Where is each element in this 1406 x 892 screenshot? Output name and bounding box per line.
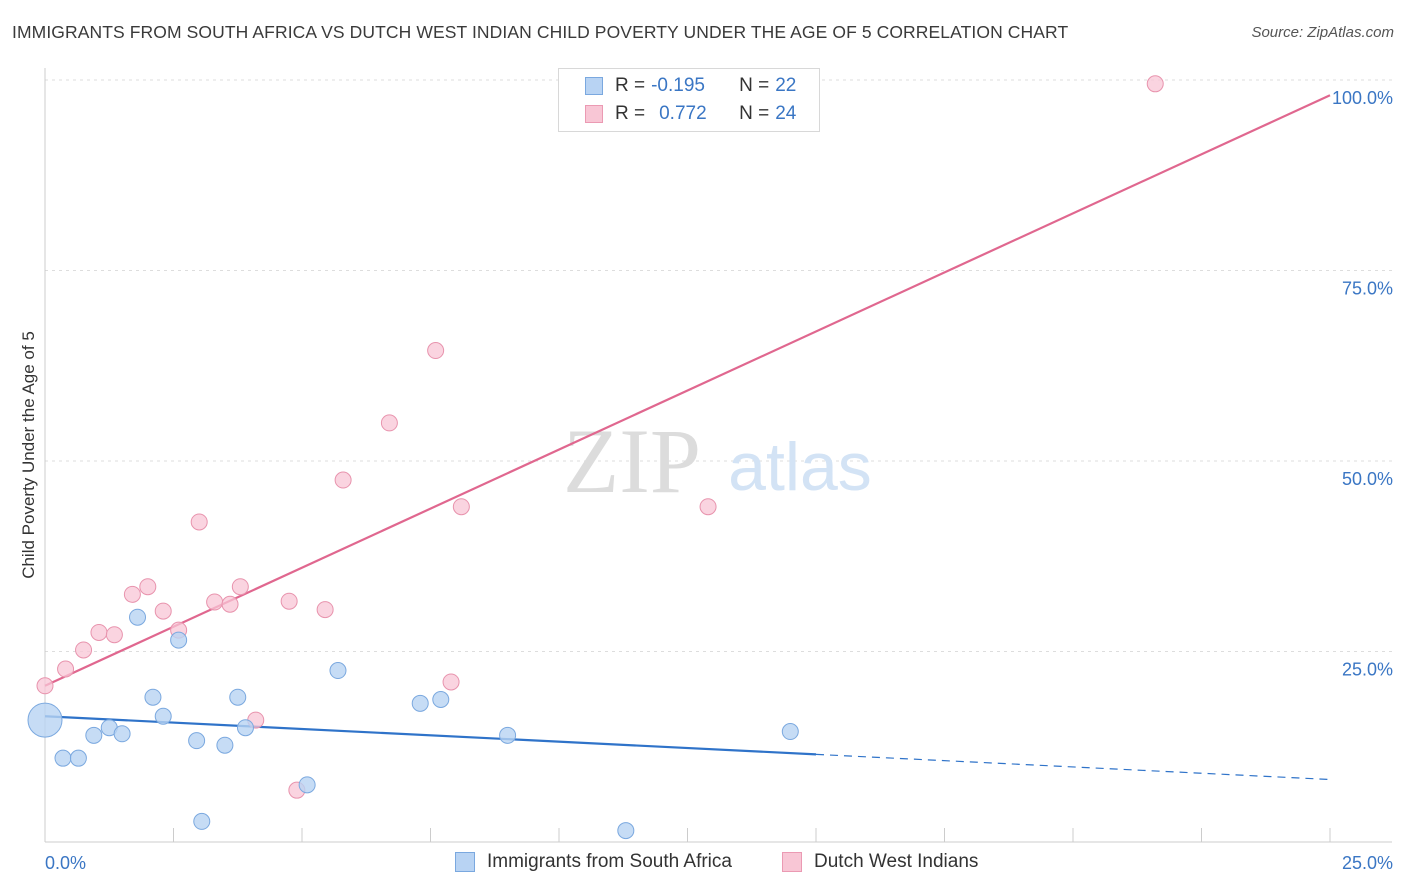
point-dutch-west-indians [139,578,157,596]
point-south-africa [781,723,799,741]
point-south-africa [216,736,234,754]
trend-line-dutch-west-indians [44,94,1331,687]
point-south-africa [229,688,247,706]
point-south-africa [193,812,211,830]
legend: R = -0.195 N = 22 R = 0.772 N = 24 [558,68,820,132]
point-dutch-west-indians [452,498,470,516]
point-dutch-west-indians [1146,75,1164,93]
point-dutch-west-indians [123,585,141,603]
y-tick-label: 75.0% [1342,279,1393,299]
point-south-africa [154,707,172,725]
bottom-legend-south-africa: Immigrants from South Africa [455,851,732,873]
point-south-africa [113,725,131,743]
trend-lines [44,94,1331,781]
trend-line-south-africa-dashed [815,753,1331,781]
bottom-legend-label: Immigrants from South Africa [487,851,732,872]
point-south-africa [144,688,162,706]
legend-row-south-africa: R = -0.195 N = 22 [559,72,796,100]
legend-r-label: R = [615,103,646,124]
point-dutch-west-indians [221,595,239,613]
point-dutch-west-indians [190,513,208,531]
point-south-africa [54,749,72,767]
point-south-africa [170,631,188,649]
y-tick-label: 50.0% [1342,469,1393,489]
point-dutch-west-indians [427,342,445,360]
legend-swatch-pink [585,105,603,123]
legend-r-value: -0.195 [651,75,705,96]
grid-lines [45,79,1392,652]
point-dutch-west-indians [442,673,460,691]
point-south-africa [69,749,87,767]
legend-n-label: N = [739,75,770,96]
point-south-africa [329,662,347,680]
legend-r-label: R = [615,75,646,96]
point-south-africa [188,732,206,750]
legend-n-value: 22 [775,75,797,96]
point-south-africa [617,822,635,840]
point-south-africa [236,719,254,737]
bottom-legend-dutch-west-indians: Dutch West Indians [782,851,978,873]
point-dutch-west-indians [280,592,298,610]
bottom-legend-label: Dutch West Indians [814,851,979,872]
x-tick-label: 25.0% [1342,853,1393,873]
point-south-africa [298,776,316,794]
point-south-africa [129,608,147,626]
point-dutch-west-indians [380,414,398,432]
point-dutch-west-indians [699,498,717,516]
bottom-legend-swatch-blue [455,852,475,872]
point-dutch-west-indians [154,602,172,620]
point-dutch-west-indians [90,623,108,641]
y-axis-label: Child Poverty Under the Age of 5 [19,331,38,579]
trend-line-south-africa [44,715,817,756]
point-dutch-west-indians [36,677,54,695]
source-label: Source: ZipAtlas.com [1251,24,1394,41]
legend-n-label: N = [739,103,770,124]
legend-row-dutch-west-indians: R = 0.772 N = 24 [559,100,796,128]
point-south-africa [499,726,517,744]
chart-title: IMMIGRANTS FROM SOUTH AFRICA VS DUTCH WE… [12,22,1069,42]
watermark-atlas: atlas [728,429,872,505]
y-tick-label: 100.0% [1332,88,1393,108]
point-south-africa [27,702,63,738]
legend-n-value: 24 [775,103,797,124]
data-points [27,75,1164,840]
y-tick-label: 25.0% [1342,660,1393,680]
point-south-africa [432,691,450,709]
x-tick-label: 0.0% [45,853,86,873]
point-dutch-west-indians [206,593,224,611]
watermark: ZIP atlas [563,410,872,512]
point-south-africa [411,694,429,712]
point-dutch-west-indians [334,471,352,489]
bottom-legend-swatch-pink [782,852,802,872]
legend-r-value: 0.772 [659,103,707,124]
point-south-africa [85,726,103,744]
tick-labels: 25.0% 50.0% 75.0% 100.0% 0.0% 25.0% [45,88,1393,873]
watermark-zip: ZIP [563,410,701,512]
point-dutch-west-indians [231,578,249,596]
point-dutch-west-indians [316,601,334,619]
point-dutch-west-indians [105,626,123,644]
legend-swatch-blue [585,77,603,95]
point-dutch-west-indians [57,660,75,678]
point-dutch-west-indians [75,641,93,659]
